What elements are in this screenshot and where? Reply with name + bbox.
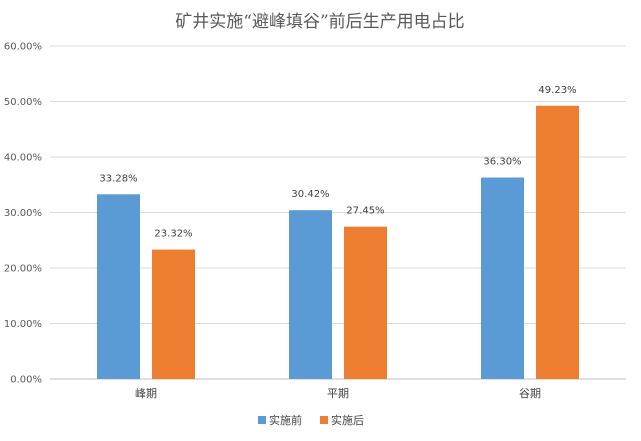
bar-实施后-谷期 bbox=[536, 105, 579, 379]
category-label: 峰期 bbox=[135, 387, 157, 400]
y-tick-label: 30.00% bbox=[4, 208, 42, 219]
legend-label: 实施后 bbox=[331, 413, 364, 427]
gridlines bbox=[50, 45, 626, 380]
data-label: 33.28% bbox=[99, 173, 137, 184]
data-label: 27.45% bbox=[346, 206, 384, 217]
bar-实施后-峰期 bbox=[152, 249, 195, 379]
y-axis-tick-labels: 0.00% 10.00% 20.00% 30.00% 40.00% 50.00% 60.00… bbox=[4, 42, 42, 386]
chart-title: 矿井实施“避峰填谷”前后生产用电占比 bbox=[175, 12, 464, 32]
y-tick-label: 40.00% bbox=[4, 153, 42, 164]
y-tick-label: 20.00% bbox=[4, 264, 42, 275]
y-tick-label: 10.00% bbox=[4, 319, 42, 330]
bar-实施前-峰期 bbox=[97, 194, 140, 379]
data-label: 49.23% bbox=[538, 85, 576, 96]
data-label: 36.30% bbox=[483, 157, 521, 168]
legend: 实施前 实施后 bbox=[258, 413, 364, 427]
category-label: 平期 bbox=[327, 387, 349, 400]
data-label: 23.32% bbox=[154, 229, 192, 240]
data-labels: 33.28% 23.32% 30.42% 27.45% 36.30% 49.23% bbox=[99, 85, 576, 240]
bar-实施前-平期 bbox=[289, 210, 332, 379]
bars bbox=[97, 105, 579, 379]
legend-swatch bbox=[320, 416, 328, 424]
legend-swatch bbox=[258, 416, 266, 424]
bar-实施后-平期 bbox=[344, 226, 387, 379]
bar-实施前-谷期 bbox=[481, 177, 524, 379]
data-label: 30.42% bbox=[291, 189, 329, 200]
x-axis-category-labels: 峰期 平期 谷期 bbox=[135, 387, 541, 400]
y-tick-label: 50.00% bbox=[4, 97, 42, 108]
legend-label: 实施前 bbox=[269, 413, 302, 427]
y-tick-label: 60.00% bbox=[4, 42, 42, 53]
y-tick-label: 0.00% bbox=[10, 375, 42, 386]
category-label: 谷期 bbox=[519, 387, 541, 400]
